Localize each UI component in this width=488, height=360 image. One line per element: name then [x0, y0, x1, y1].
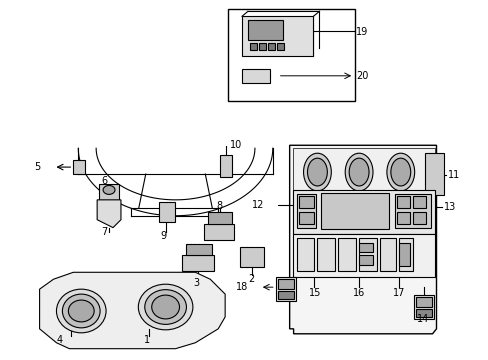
- Bar: [242, 69, 269, 83]
- Text: 11: 11: [447, 170, 460, 180]
- Text: 1: 1: [143, 335, 150, 345]
- Ellipse shape: [386, 153, 414, 191]
- Text: 20: 20: [355, 71, 368, 81]
- Text: 4: 4: [56, 335, 62, 345]
- Bar: [296, 238, 314, 271]
- Ellipse shape: [390, 158, 410, 186]
- Bar: [298, 196, 314, 208]
- Bar: [424, 153, 444, 195]
- Bar: [379, 238, 395, 271]
- Ellipse shape: [303, 153, 331, 191]
- Bar: [275, 277, 295, 301]
- Text: 17: 17: [392, 288, 405, 298]
- Bar: [292, 234, 434, 277]
- Bar: [99, 184, 119, 200]
- Bar: [228, 9, 354, 100]
- Bar: [398, 243, 409, 266]
- Bar: [396, 212, 409, 224]
- Bar: [277, 279, 293, 289]
- Bar: [158, 202, 174, 222]
- Text: 19: 19: [355, 27, 367, 37]
- Bar: [186, 243, 212, 255]
- Bar: [182, 255, 214, 271]
- Bar: [208, 212, 232, 224]
- Ellipse shape: [68, 300, 94, 322]
- Bar: [412, 196, 425, 208]
- Polygon shape: [97, 200, 121, 228]
- Bar: [338, 238, 355, 271]
- Text: 8: 8: [216, 201, 222, 211]
- Bar: [358, 255, 372, 265]
- Text: 3: 3: [193, 278, 199, 288]
- Text: 5: 5: [35, 162, 41, 172]
- Bar: [240, 247, 264, 267]
- Bar: [276, 43, 283, 50]
- Bar: [396, 196, 409, 208]
- Text: 10: 10: [230, 140, 242, 150]
- Ellipse shape: [138, 284, 192, 330]
- Bar: [415, 309, 431, 317]
- Bar: [277, 291, 293, 299]
- Polygon shape: [40, 272, 224, 349]
- Ellipse shape: [103, 185, 115, 194]
- Bar: [242, 16, 313, 56]
- Bar: [415, 297, 431, 307]
- Bar: [296, 194, 316, 228]
- Text: 6: 6: [101, 176, 107, 186]
- Bar: [398, 238, 412, 271]
- Bar: [258, 43, 265, 50]
- Bar: [394, 194, 429, 228]
- Ellipse shape: [307, 158, 326, 186]
- Bar: [292, 148, 434, 226]
- Bar: [292, 190, 434, 234]
- Text: 18: 18: [235, 282, 247, 292]
- Ellipse shape: [56, 289, 106, 333]
- Polygon shape: [289, 145, 436, 334]
- Text: 14: 14: [416, 314, 428, 324]
- Bar: [358, 238, 376, 271]
- Ellipse shape: [151, 295, 179, 319]
- Bar: [73, 160, 85, 174]
- Text: 15: 15: [308, 288, 320, 298]
- Bar: [358, 243, 372, 252]
- Bar: [220, 155, 232, 177]
- Text: 12: 12: [251, 200, 264, 210]
- Text: 13: 13: [444, 202, 456, 212]
- Bar: [317, 238, 335, 271]
- Ellipse shape: [345, 153, 372, 191]
- Bar: [298, 212, 314, 224]
- Ellipse shape: [62, 294, 100, 328]
- Bar: [204, 224, 234, 239]
- Bar: [321, 193, 388, 229]
- Text: 9: 9: [161, 230, 166, 240]
- Text: 2: 2: [247, 274, 254, 284]
- Bar: [413, 295, 433, 319]
- Bar: [249, 43, 256, 50]
- Ellipse shape: [144, 290, 186, 324]
- Ellipse shape: [348, 158, 368, 186]
- Bar: [247, 20, 282, 40]
- Bar: [267, 43, 274, 50]
- Text: 7: 7: [101, 226, 107, 237]
- Text: 16: 16: [352, 288, 365, 298]
- Bar: [412, 212, 425, 224]
